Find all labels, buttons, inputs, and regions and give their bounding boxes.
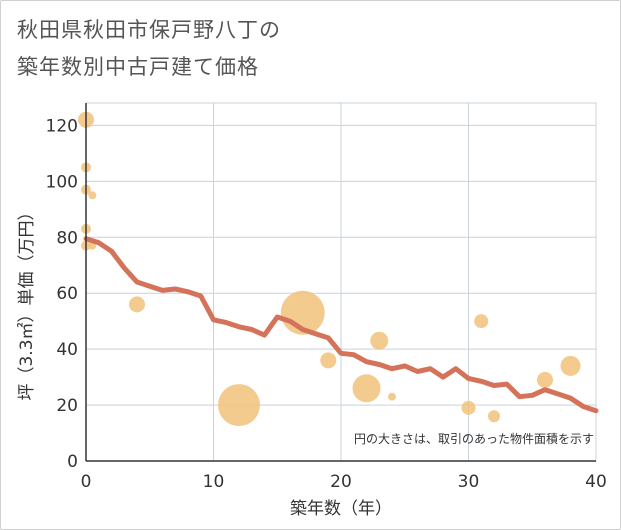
bubble-point bbox=[129, 296, 145, 313]
bubble-point bbox=[352, 374, 381, 403]
x-tick-label: 40 bbox=[585, 472, 607, 492]
bubble-point bbox=[461, 400, 476, 415]
title-line-2: 築年数別中古戸建て価格 bbox=[17, 55, 259, 79]
x-tick-label: 10 bbox=[203, 472, 225, 492]
bubble-size-note: 円の大きさは、取引のあった物件面積を示す bbox=[354, 431, 594, 446]
x-tick-label: 30 bbox=[458, 472, 480, 492]
y-tick-label: 60 bbox=[56, 284, 78, 304]
bubble-point bbox=[388, 392, 396, 401]
x-tick-label: 0 bbox=[81, 472, 92, 492]
title-line-1: 秋田県秋田市保戸野八丁の bbox=[17, 18, 281, 42]
bubble-point bbox=[218, 384, 260, 427]
y-tick-label: 20 bbox=[56, 396, 78, 416]
bubble-point bbox=[370, 331, 389, 350]
y-tick-label: 120 bbox=[46, 116, 78, 136]
bubble-point bbox=[320, 352, 337, 369]
y-tick-label: 80 bbox=[56, 228, 78, 248]
x-tick-label: 20 bbox=[330, 472, 352, 492]
y-tick-label: 100 bbox=[46, 172, 78, 192]
grid bbox=[85, 102, 597, 462]
chart-title: 秋田県秋田市保戸野八丁の 築年数別中古戸建て価格 bbox=[17, 12, 281, 86]
x-axis-label: 築年数（年） bbox=[290, 499, 392, 519]
bubble-point bbox=[474, 314, 489, 329]
y-axis-label: 坪（3.3㎡）単価（万円） bbox=[17, 203, 37, 400]
trend-line-group bbox=[83, 236, 599, 414]
trend-line bbox=[83, 236, 599, 414]
bubbles bbox=[78, 111, 581, 427]
bubble-point bbox=[488, 410, 500, 423]
bubble-point bbox=[537, 371, 553, 388]
bubble-point bbox=[560, 355, 581, 376]
bubble-point bbox=[88, 191, 97, 200]
axes: 0 20 40 60 80 100 120 0 10 20 30 40 bbox=[46, 103, 607, 492]
y-tick-label: 0 bbox=[67, 452, 78, 472]
y-tick-label: 40 bbox=[56, 340, 78, 360]
